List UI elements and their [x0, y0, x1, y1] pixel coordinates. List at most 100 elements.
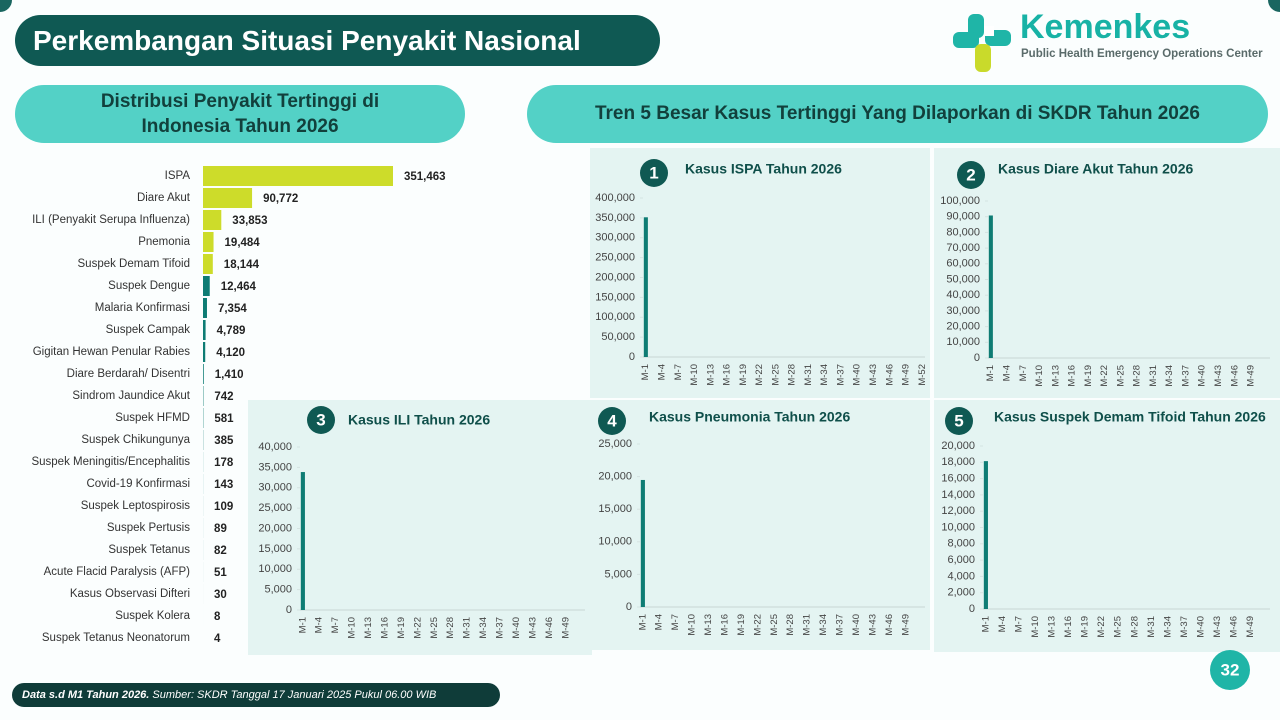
bar — [640, 479, 645, 607]
category-label: Suspek Leptospirosis — [81, 500, 191, 512]
value-label: 4 — [214, 633, 221, 645]
x-tick-label: M-49 — [1246, 365, 1257, 387]
x-tick-label: M-16 — [1063, 616, 1074, 638]
left-title: Distribusi Penyakit Tertinggi di Indones… — [15, 85, 465, 143]
x-tick-label: M-13 — [703, 614, 714, 636]
y-tick-label: 10,000 — [258, 563, 292, 575]
x-tick-label: M-40 — [851, 614, 862, 636]
value-label: 7,354 — [218, 303, 247, 315]
y-tick-label: 20,000 — [941, 440, 975, 452]
bar — [203, 276, 210, 296]
y-tick-label: 90,000 — [946, 211, 980, 223]
category-label: Diare Akut — [137, 192, 191, 204]
y-tick-label: 0 — [626, 601, 632, 613]
x-tick-label: M-19 — [1083, 365, 1094, 387]
x-tick-label: M-28 — [445, 617, 456, 639]
x-tick-label: M-34 — [478, 617, 489, 639]
y-tick-label: 2,000 — [947, 587, 975, 599]
chart-title: Kasus ISPA Tahun 2026 — [685, 161, 842, 177]
category-label: Suspek Dengue — [108, 280, 190, 292]
x-tick-label: M-25 — [429, 617, 440, 639]
x-tick-label: M-37 — [1179, 616, 1190, 638]
panel — [934, 148, 1280, 398]
y-tick-label: 4,000 — [947, 570, 975, 582]
category-label: Sindrom Jaundice Akut — [72, 390, 190, 402]
bar — [300, 472, 305, 610]
category-label: Suspek Kolera — [115, 610, 190, 622]
logo-mark — [953, 14, 1011, 72]
panel — [248, 400, 592, 655]
x-tick-label: M-52 — [917, 364, 928, 386]
x-tick-label: M-7 — [1018, 365, 1029, 381]
value-label: 351,463 — [404, 171, 446, 183]
x-tick-label: M-1 — [637, 614, 648, 630]
y-tick-label: 16,000 — [941, 473, 975, 485]
category-label: Kasus Observasi Difteri — [70, 588, 190, 600]
chart-title: Kasus Diare Akut Tahun 2026 — [998, 161, 1194, 177]
badge-number: 4 — [607, 411, 617, 430]
y-tick-label: 5,000 — [264, 584, 292, 596]
bar — [643, 217, 648, 357]
y-tick-label: 10,000 — [598, 536, 632, 548]
x-tick-label: M-37 — [835, 364, 846, 386]
badge — [945, 407, 973, 435]
badge — [640, 159, 668, 187]
x-tick-label: M-13 — [363, 617, 374, 639]
footer-note: Data s.d M1 Tahun 2026. — [22, 689, 150, 701]
x-tick-label: M-22 — [1099, 365, 1110, 387]
value-label: 109 — [214, 501, 233, 513]
x-tick-label: M-43 — [1213, 365, 1224, 387]
x-tick-label: M-40 — [1196, 616, 1207, 638]
x-tick-label: M-49 — [1245, 616, 1256, 638]
y-tick-label: 20,000 — [598, 471, 632, 483]
x-tick-label: M-7 — [670, 614, 681, 630]
x-tick-label: M-10 — [1030, 616, 1041, 638]
x-tick-label: M-40 — [1197, 365, 1208, 387]
y-tick-label: 10,000 — [946, 336, 980, 348]
x-tick-label: M-19 — [736, 614, 747, 636]
y-tick-label: 100,000 — [940, 195, 980, 207]
bar — [203, 320, 206, 340]
y-tick-label: 40,000 — [946, 289, 980, 301]
y-tick-label: 5,000 — [604, 568, 632, 580]
x-tick-label: M-22 — [1096, 616, 1107, 638]
badge-number: 1 — [649, 163, 658, 182]
x-tick-label: M-4 — [314, 617, 325, 633]
x-tick-label: M-10 — [687, 614, 698, 636]
x-tick-label: M-46 — [884, 614, 895, 636]
x-tick-label: M-22 — [412, 617, 423, 639]
x-tick-label: M-10 — [689, 364, 700, 386]
badge — [598, 407, 626, 435]
x-tick-label: M-28 — [1132, 365, 1143, 387]
value-label: 19,484 — [225, 237, 261, 249]
x-tick-label: M-49 — [900, 614, 911, 636]
x-tick-label: M-16 — [379, 617, 390, 639]
x-tick-label: M-31 — [1146, 616, 1157, 638]
footer: Data s.d M1 Tahun 2026. Sumber: SKDR Tan… — [12, 683, 500, 707]
bar — [988, 215, 993, 358]
corner-deco — [1268, 0, 1280, 12]
x-tick-label: M-10 — [347, 617, 358, 639]
y-tick-label: 10,000 — [941, 521, 975, 533]
value-label: 4,789 — [217, 325, 246, 337]
panel — [934, 400, 1280, 652]
x-tick-label: M-43 — [527, 617, 538, 639]
x-tick-label: M-31 — [1148, 365, 1159, 387]
bar — [203, 254, 213, 274]
right-title: Tren 5 Besar Kasus Tertinggi Yang Dilapo… — [527, 85, 1268, 143]
value-label: 178 — [214, 457, 234, 469]
x-tick-label: M-46 — [1229, 616, 1240, 638]
category-label: ILI (Penyakit Serupa Influenza) — [32, 214, 190, 226]
x-tick-label: M-28 — [1129, 616, 1140, 638]
x-tick-label: M-13 — [1047, 616, 1058, 638]
x-tick-label: M-34 — [1162, 616, 1173, 638]
x-tick-label: M-1 — [985, 365, 996, 381]
x-tick-label: M-13 — [705, 364, 716, 386]
panel — [592, 400, 930, 650]
bar — [203, 298, 207, 318]
chart-title: Kasus Pneumonia Tahun 2026 — [649, 409, 850, 425]
x-tick-label: M-22 — [752, 614, 763, 636]
value-label: 8 — [214, 611, 221, 623]
x-tick-label: M-10 — [1034, 365, 1045, 387]
